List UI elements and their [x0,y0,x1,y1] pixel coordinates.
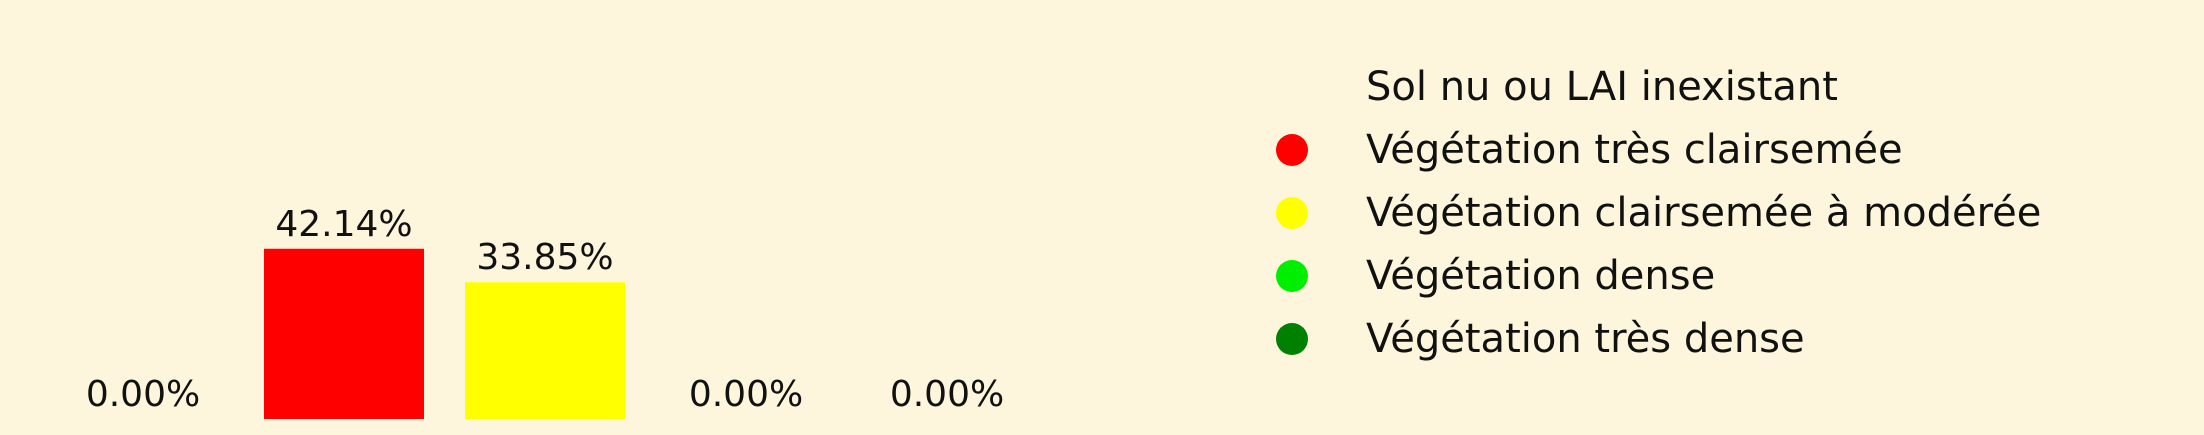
value-label-3: 0.00% [689,374,803,415]
value-label-4: 0.00% [890,374,1004,415]
bar-2 [465,282,625,419]
legend-label: Végétation très clairsemée [1366,127,1903,173]
bars-group [264,248,625,419]
bar-1 [264,248,424,419]
value-label-2: 33.85% [476,237,613,278]
legend-swatch [1276,260,1308,292]
value-labels-group: 0.00% 42.14% 33.85% 0.00% 0.00% [86,204,1004,415]
legend-swatch [1276,71,1308,103]
legend-label: Sol nu ou LAI inexistant [1366,64,1838,110]
value-label-1: 42.14% [275,204,412,245]
legend-swatch [1276,197,1308,229]
legend-swatch [1276,134,1308,166]
legend-label: Végétation très dense [1366,316,1805,362]
legend-label: Végétation dense [1366,253,1716,299]
legend-swatch [1276,323,1308,355]
legend-label: Végétation clairsemée à modérée [1366,190,2042,236]
value-label-0: 0.00% [86,374,200,415]
